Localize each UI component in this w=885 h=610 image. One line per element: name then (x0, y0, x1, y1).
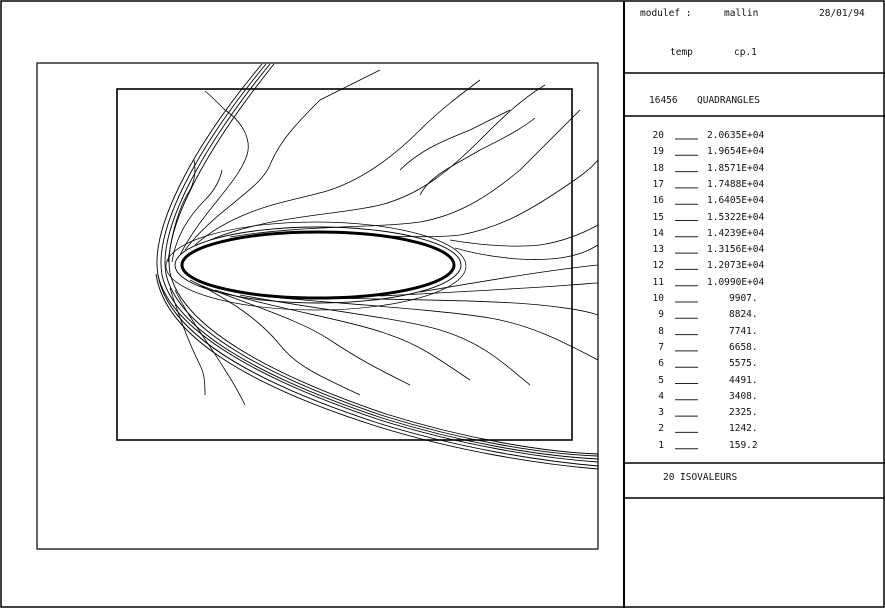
legend-index: 4 (658, 390, 664, 402)
inner-domain-box (116, 88, 573, 441)
body-ellipse-outline (165, 221, 467, 311)
legend-index: 14 (652, 227, 664, 239)
legend-index: 1 (658, 439, 664, 451)
body-ellipse (180, 230, 456, 300)
legend-value: 8824. (729, 309, 758, 321)
legend-index: 16 (652, 195, 664, 207)
legend-value: 1.0990E+04 (707, 276, 765, 288)
outer-domain-box (36, 62, 599, 550)
legend-value: 2.0635E+04 (707, 130, 765, 141)
legend-value: 1.3156E+04 (707, 244, 765, 256)
legend-index: 17 (652, 178, 664, 190)
date-label: 28/01/94 (819, 8, 865, 19)
legend-index: 13 (652, 244, 664, 256)
legend-value: 1242. (729, 423, 758, 435)
legend-value: 1.4239E+04 (707, 227, 765, 239)
legend-index: 11 (652, 276, 664, 288)
legend-dashes (675, 138, 698, 450)
nose-contours (167, 159, 246, 406)
mesh-type: QUADRANGLES (697, 95, 760, 106)
legend-value: 159.2 (729, 439, 758, 451)
legend-value: 1.7488E+04 (707, 178, 765, 190)
variable-name: temp (670, 47, 693, 58)
legend-value: 6658. (729, 341, 758, 353)
legend-value: 5575. (729, 358, 758, 370)
legend-index: 9 (658, 309, 664, 321)
legend-value: 1.5322E+04 (707, 211, 765, 223)
legend-index: 18 (652, 162, 664, 174)
legend-value: 2325. (729, 407, 758, 419)
isovalues-count: 20 (663, 472, 675, 483)
legend-index: 12 (652, 260, 664, 272)
user-label: mallin (724, 8, 759, 19)
legend-index: 20 (652, 130, 664, 141)
legend-index: 8 (658, 325, 664, 337)
legend-value: 1.9654E+04 (707, 146, 765, 158)
legend-value: 1.6405E+04 (707, 195, 765, 207)
lower-contours (189, 264, 599, 396)
legend-index: 2 (658, 423, 664, 435)
isovalues-label: ISOVALEURS (680, 472, 738, 483)
legend-index: 7 (658, 341, 664, 353)
legend-value: 4491. (729, 374, 758, 386)
body-ellipse-outline (174, 226, 462, 304)
variable-file: cp.1 (734, 47, 757, 58)
legend-index: 6 (658, 358, 664, 370)
legend-value: 1.2073E+04 (707, 260, 765, 272)
legend-value: 9907. (729, 293, 758, 304)
legend-index: 15 (652, 211, 664, 223)
legend-index: 19 (652, 146, 664, 158)
program-label: modulef : (640, 8, 692, 19)
legend-index: 3 (658, 407, 664, 419)
legend-value: 1.8571E+04 (707, 162, 765, 174)
shock-contours (155, 63, 599, 470)
legend-index: 5 (658, 374, 664, 386)
legend-value: 7741. (729, 325, 758, 337)
legend-value: 3408. (729, 390, 758, 402)
legend-index: 10 (652, 293, 664, 304)
mesh-count: 16456 (649, 95, 678, 106)
upper-contours (179, 69, 599, 260)
